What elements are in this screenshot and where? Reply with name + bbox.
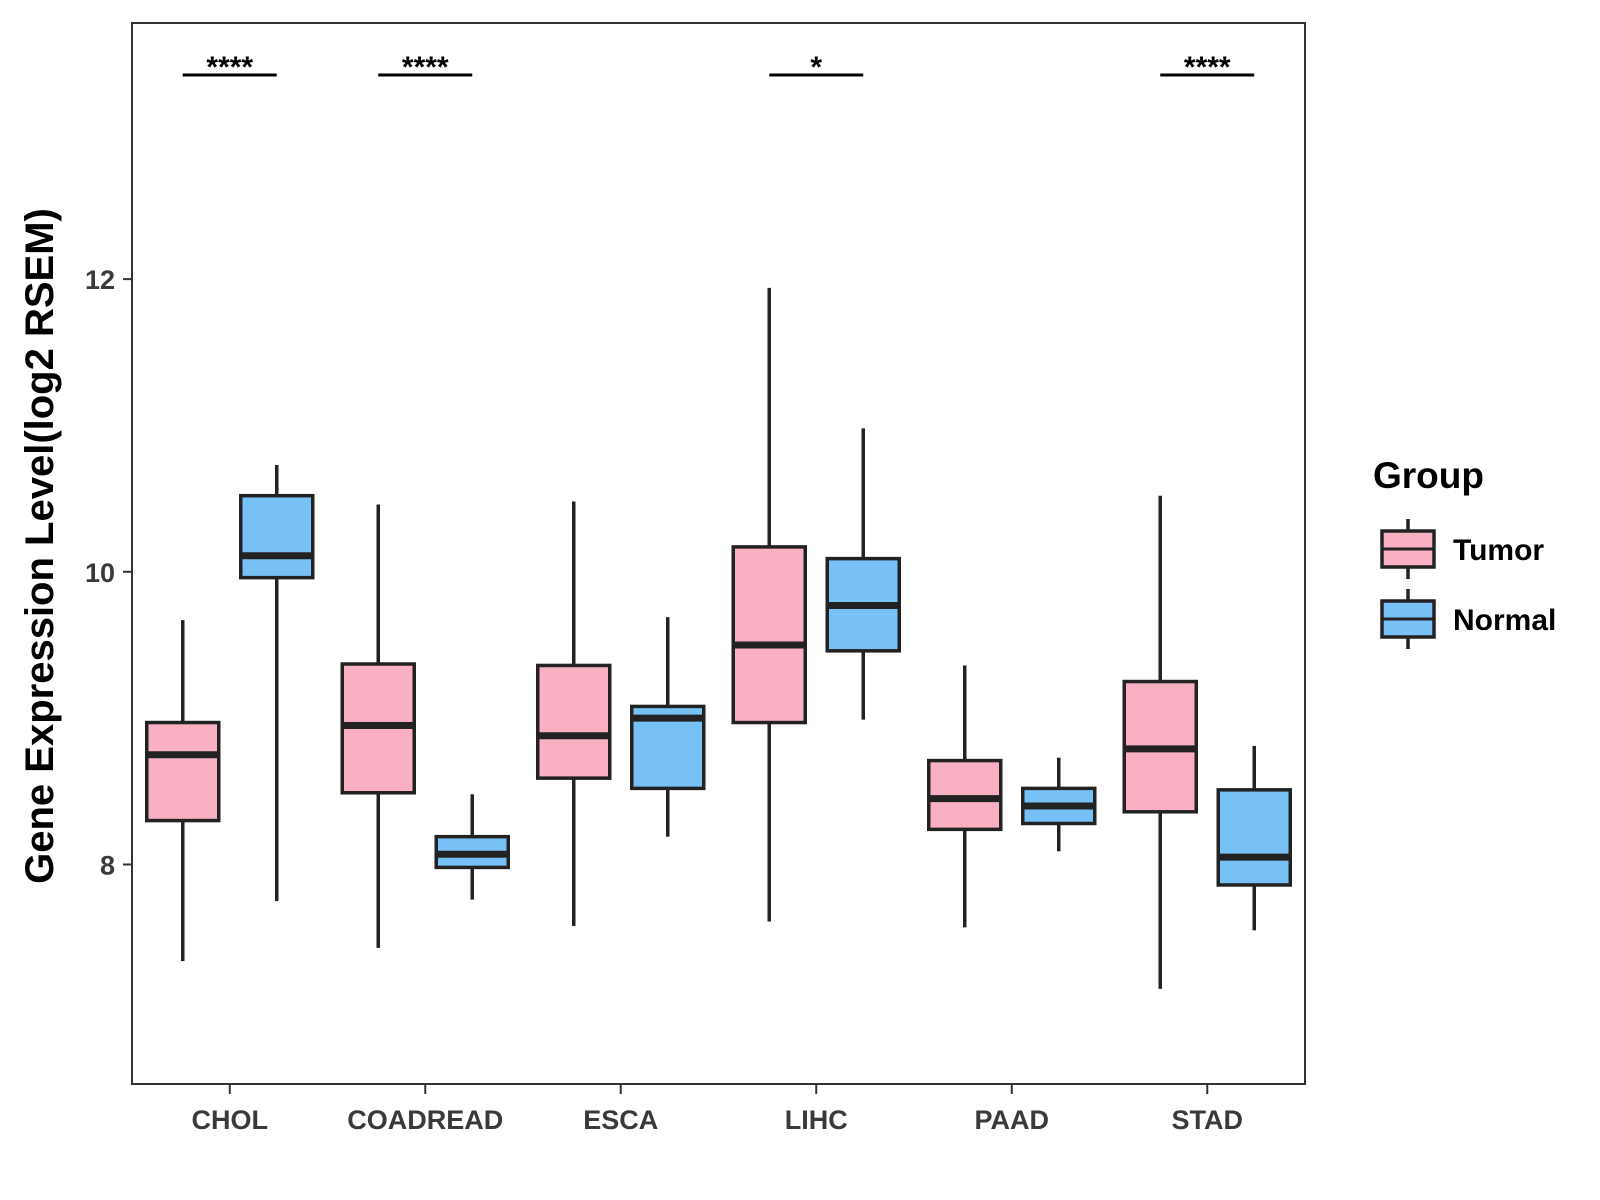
significance-label-coadread: ****: [402, 51, 449, 84]
plot-panel-border: [131, 22, 1306, 1085]
x-tick-label-esca: ESCA: [583, 1105, 658, 1135]
box-normal-stad: [1216, 745, 1292, 931]
box-tumor-coadread: [340, 504, 416, 948]
box-normal-paad: [1021, 757, 1097, 852]
x-tick-label-chol: CHOL: [192, 1105, 269, 1135]
x-axis: CHOL COADREAD ESCA LIHC PAAD STAD: [192, 1084, 1244, 1135]
box-body-normal-chol: [239, 493, 315, 580]
legend-key-normal: [1380, 589, 1436, 649]
box-body-tumor-paad: [927, 758, 1003, 832]
y-tick-label-10: 10: [85, 558, 115, 588]
box-tumor-stad: [1122, 495, 1198, 989]
box-normal-coadread: [434, 794, 510, 900]
legend-title: Group: [1373, 455, 1484, 496]
significance-label-chol: ****: [206, 51, 253, 84]
box-body-tumor-esca: [536, 663, 612, 780]
legend-label-tumor: Tumor: [1453, 534, 1544, 567]
y-axis-title: Gene Expression Level(log2 RSEM): [18, 208, 62, 884]
box-normal-chol: [239, 464, 315, 902]
box-body-tumor-chol: [145, 720, 221, 823]
legend: Group Tumor Normal: [1373, 455, 1556, 649]
box-tumor-esca: [536, 501, 612, 926]
box-tumor-paad: [927, 665, 1003, 928]
box-tumor-lihc: [731, 287, 807, 922]
box-normal-esca: [630, 617, 706, 837]
box-tumor-chol: [145, 620, 221, 962]
x-tick-label-coadread: COADREAD: [347, 1105, 503, 1135]
box-normal-lihc: [825, 428, 901, 720]
significance-label-lihc: *: [810, 51, 822, 84]
x-tick-label-stad: STAD: [1172, 1105, 1244, 1135]
box-body-tumor-lihc: [731, 545, 807, 725]
y-tick-label-12: 12: [85, 265, 115, 295]
y-axis: 8 10 12: [85, 265, 132, 880]
x-tick-label-lihc: LIHC: [785, 1105, 848, 1135]
significance-annotations: **** **** * ****: [182, 51, 1255, 84]
legend-label-normal: Normal: [1453, 604, 1556, 637]
significance-label-stad: ****: [1184, 51, 1231, 84]
y-tick-label-8: 8: [100, 850, 115, 880]
box-body-normal-stad: [1216, 788, 1292, 887]
x-tick-label-paad: PAAD: [974, 1105, 1049, 1135]
legend-key-tumor: [1380, 519, 1436, 579]
plot-boxes: [145, 287, 1292, 989]
